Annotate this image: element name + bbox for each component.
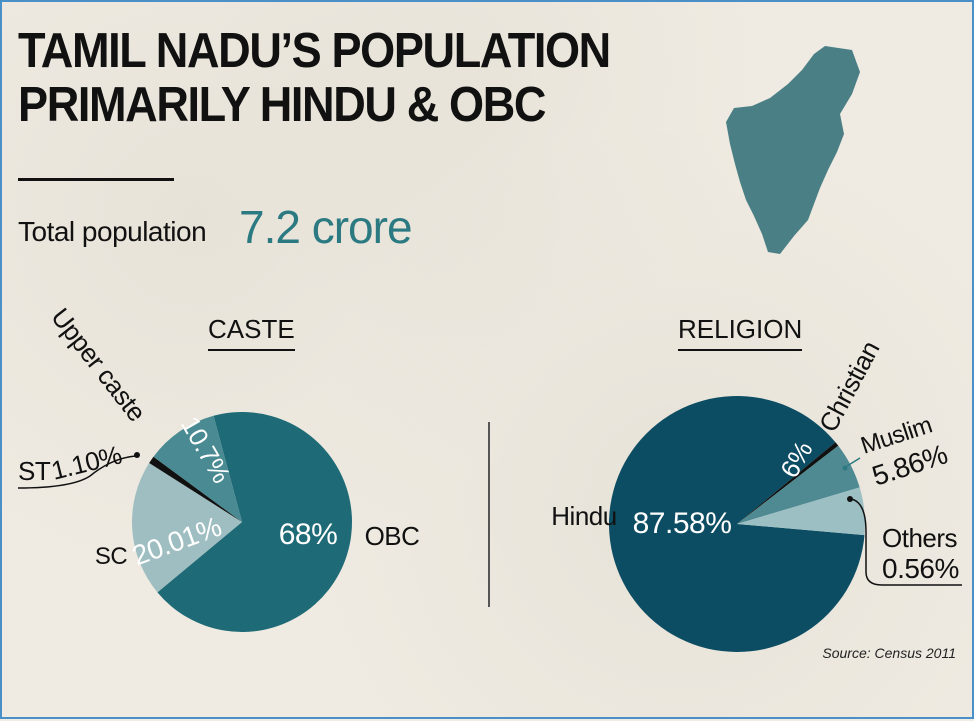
caste-slice-sc	[132, 462, 242, 593]
caste-slice-obc	[157, 412, 352, 632]
caste-label-sc: SC	[95, 543, 128, 570]
religion-others-leader-line	[850, 498, 962, 586]
religion-slice-hindu	[609, 396, 865, 653]
caste-value-obc: 68%	[279, 518, 338, 551]
page-title: TAMIL NADU’S POPULATION PRIMARILY HINDU …	[18, 24, 611, 132]
religion-slice-others	[737, 442, 839, 524]
caste-st-leader-line	[17, 455, 137, 489]
title-line-2: PRIMARILY HINDU & OBC	[18, 78, 546, 132]
religion-heading: RELIGION	[678, 314, 803, 351]
caste-label-obc: OBC	[365, 521, 420, 551]
caste-slice-upper-caste	[153, 415, 242, 522]
source-note: Source: Census 2011	[822, 645, 956, 661]
chart-divider	[488, 422, 490, 607]
religion-muslim-leader-line	[846, 457, 861, 467]
caste-heading: CASTE	[208, 314, 295, 351]
caste-label-st: ST	[18, 456, 51, 486]
caste-value-st: 1.10%	[48, 439, 125, 485]
religion-muslim-leader-dot	[842, 465, 848, 471]
religion-others-leader-dot	[847, 496, 853, 502]
religion-label-christian: Christian	[813, 336, 886, 437]
religion-slice-muslim	[737, 445, 860, 524]
religion-value-others: 0.56%	[882, 553, 959, 584]
religion-slice-christian	[737, 487, 866, 536]
total-population-value: 7.2 crore	[239, 201, 413, 253]
caste-slice-st	[149, 456, 242, 522]
caste-label-upper: Upper caste	[45, 302, 152, 427]
title-rule	[18, 178, 174, 181]
caste-st-leader-dot	[134, 452, 140, 458]
religion-label-hindu: Hindu	[551, 501, 616, 531]
title-line-1: TAMIL NADU’S POPULATION	[18, 24, 611, 78]
religion-value-hindu: 87.58%	[633, 507, 732, 540]
religion-label-others: Others	[882, 523, 958, 553]
total-population-label: Total population	[18, 216, 207, 247]
